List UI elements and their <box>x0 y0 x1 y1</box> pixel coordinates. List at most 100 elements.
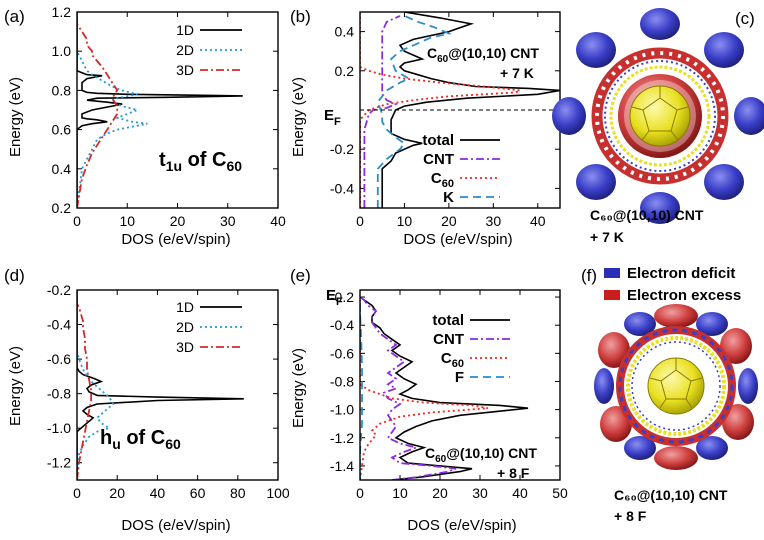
panel-b-annotation-line2: + 7 K <box>500 65 534 81</box>
x-tick-label: 30 <box>472 485 488 501</box>
panel-d-legend: 1D 2D 3D <box>176 299 242 355</box>
x-tick-label: 0 <box>73 213 81 229</box>
y-tick-label: -0.6 <box>47 351 71 367</box>
y-tick-label: 0.4 <box>335 24 355 40</box>
panel-d-ticks: 0 20 40 60 80 100 -1.2 -1.0 -0.8 -0.6 -0.4 -0.2 <box>47 282 290 501</box>
panel-f-caption-line2: + 8 F <box>614 508 647 524</box>
x-tick-label: 40 <box>530 213 546 229</box>
y-tick-label: -1.2 <box>47 455 71 471</box>
series-line-3d <box>77 23 119 208</box>
y-tick-label: -1.2 <box>330 430 354 446</box>
y-tick-label: -1.0 <box>330 402 354 418</box>
y-tick-label: -0.4 <box>47 317 71 333</box>
x-tick-label: 20 <box>441 213 457 229</box>
panel-c-label: (c) <box>735 9 755 28</box>
electron-excess-label: Electron excess <box>627 287 741 304</box>
series-line-cnt <box>360 296 457 480</box>
panel-b-ylabel: Energy (eV) <box>290 77 307 157</box>
series-line-k <box>376 15 452 208</box>
y-tick-label: 0.6 <box>52 122 72 138</box>
x-tick-label: 20 <box>170 213 186 229</box>
panel-e-ef-label: EF <box>326 287 343 308</box>
legend-label-f: F <box>455 369 464 386</box>
x-tick-label: 0 <box>73 485 81 501</box>
y-tick-label: 0.8 <box>52 82 72 98</box>
series-line-1d <box>77 12 243 208</box>
x-tick-label: 10 <box>392 485 408 501</box>
y-tick-label: -0.6 <box>330 345 354 361</box>
panel-a-series <box>77 12 243 208</box>
panel-f: (f) Electron deficit Electron excess <box>581 265 758 524</box>
x-tick-label: 0 <box>356 485 364 501</box>
x-tick-label: 10 <box>397 213 413 229</box>
panel-a-ylabel: Energy (eV) <box>7 77 24 157</box>
panel-d-xlabel: DOS (e/eV/spin) <box>121 517 230 534</box>
y-tick-label: 0.4 <box>52 161 72 177</box>
y-tick-label: -1.4 <box>330 458 354 474</box>
y-tick-label: 0.2 <box>335 63 355 79</box>
legend-label-2d: 2D <box>176 42 194 58</box>
legend-label-3d: 3D <box>176 62 194 78</box>
x-tick-label: 100 <box>266 485 290 501</box>
legend-label-c60: C60 <box>431 170 454 190</box>
x-tick-label: 20 <box>109 485 125 501</box>
electron-excess-swatch <box>604 290 620 300</box>
y-tick-label: -0.8 <box>330 373 354 389</box>
panel-e-annotation-line1: C60@(10,10) CNT <box>425 445 537 465</box>
x-tick-label: 40 <box>512 485 528 501</box>
x-tick-label: 10 <box>119 213 135 229</box>
x-tick-label: 40 <box>270 213 286 229</box>
series-line-total <box>360 296 529 480</box>
panel-f-caption-line1: C₆₀@(10,10) CNT <box>614 487 728 503</box>
series-line-c60 <box>360 297 489 480</box>
electron-deficit-label: Electron deficit <box>627 265 735 282</box>
panel-d-annotation: hu of C60 <box>100 427 181 452</box>
panel-b-label: (b) <box>290 7 311 26</box>
legend-label-c60: C60 <box>441 350 464 370</box>
legend-label-cnt: CNT <box>423 151 454 168</box>
panel-d-frame <box>76 289 279 481</box>
panel-a-ticks: 0 10 20 30 40 0.2 0.4 0.6 0.8 1.0 1.2 <box>52 4 286 229</box>
y-tick-label: 1.2 <box>52 4 72 20</box>
panel-b: (b) Energy (eV) DOS (e/eV/spin) EF 0 10 20… <box>290 7 561 248</box>
series-line-total <box>381 12 560 208</box>
legend-label-cnt: CNT <box>433 331 464 348</box>
series-line-1d <box>77 290 244 480</box>
panel-a-xlabel: DOS (e/eV/spin) <box>121 231 230 248</box>
y-tick-label: -0.2 <box>47 282 71 298</box>
legend-label-1d: 1D <box>176 22 194 38</box>
x-tick-label: 50 <box>552 485 568 501</box>
x-tick-label: 40 <box>150 485 166 501</box>
y-tick-label: 1.0 <box>52 43 72 59</box>
panel-d-label: (d) <box>4 266 25 285</box>
legend-label-total: total <box>422 132 454 149</box>
panel-d-ylabel: Energy (eV) <box>7 346 24 426</box>
panel-a-label: (a) <box>4 7 25 26</box>
series-line-2d <box>77 350 115 480</box>
series-line-cnt <box>363 15 401 208</box>
panel-b-ef-label: EF <box>324 107 341 128</box>
x-tick-label: 0 <box>356 213 364 229</box>
y-tick-label: -0.4 <box>330 317 354 333</box>
panel-e-annotation-line2: + 8 F <box>497 465 530 481</box>
panel-e-ylabel: Energy (eV) <box>290 348 307 428</box>
legend-label-2d: 2D <box>176 319 194 335</box>
series-line-3d <box>77 303 92 480</box>
panel-b-series <box>360 12 560 208</box>
panel-c-caption-line2: + 7 K <box>590 229 624 245</box>
panel-a-legend: 1D 2D 3D <box>176 22 242 78</box>
legend-label-k: K <box>443 189 454 206</box>
panel-e-frame <box>359 289 561 481</box>
panel-e-label: (e) <box>290 266 311 285</box>
legend-label-3d: 3D <box>176 339 194 355</box>
legend-label-total: total <box>432 312 464 329</box>
panel-b-ticks: 0 10 20 30 40 -0.4 -0.2 0.2 0.4 <box>330 12 560 229</box>
panel-e-xlabel: DOS (e/eV/spin) <box>407 517 516 534</box>
panel-d: (d) Energy (eV) DOS (e/eV/spin) 0 20 40 60 8… <box>4 266 290 534</box>
panel-a-annotation: t1u of C60 <box>159 149 242 174</box>
x-tick-label: 30 <box>220 213 236 229</box>
y-tick-label: -1.0 <box>47 420 71 436</box>
